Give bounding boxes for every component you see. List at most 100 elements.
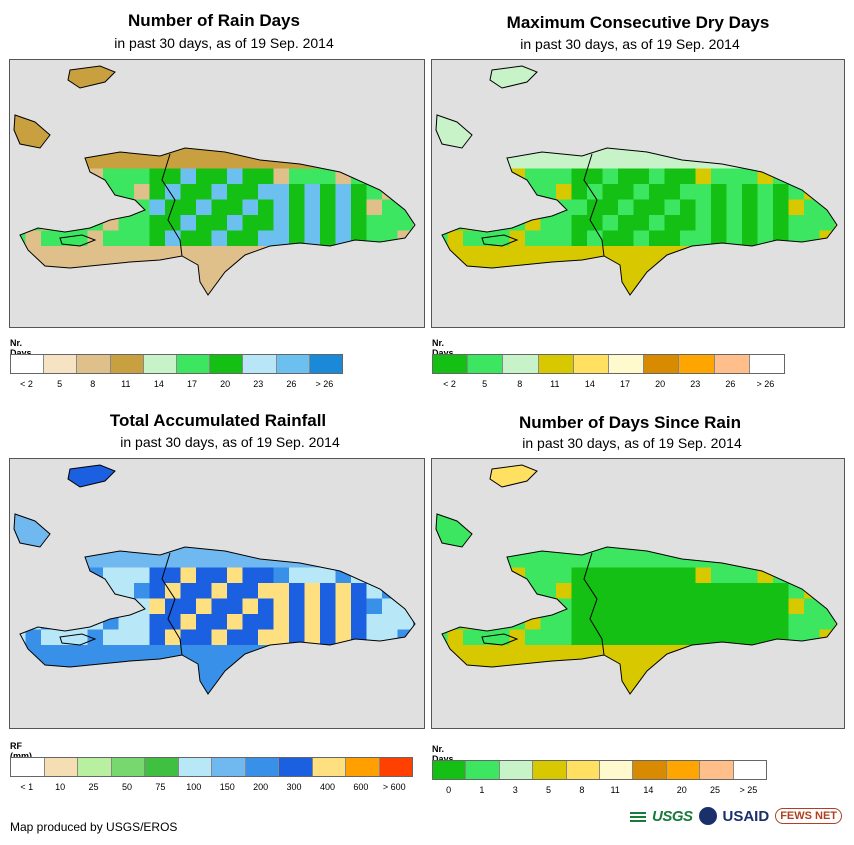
grid-cell: [25, 246, 42, 262]
grid-cell: [397, 490, 414, 506]
grid-cell: [413, 614, 415, 630]
grid-cell: [258, 308, 274, 324]
grid-cell: [304, 66, 321, 76]
grid-cell: [726, 660, 743, 677]
grid-cell: [25, 676, 42, 692]
grid-cell: [87, 583, 104, 599]
grid-cell: [711, 137, 727, 154]
grid-cell: [14, 465, 26, 475]
grid-cell: [56, 199, 73, 216]
grid-cell: [463, 308, 479, 324]
grid-cell: [273, 277, 290, 293]
grid-cell: [196, 91, 212, 107]
grid-cell: [509, 261, 526, 278]
grid-cell: [320, 660, 336, 677]
grid-cell: [478, 536, 495, 553]
grid-cell: [335, 521, 352, 537]
grid-cell: [727, 723, 743, 729]
legend-bar: [432, 354, 785, 374]
grid-cell: [242, 153, 259, 169]
grid-cell: [664, 567, 681, 584]
grid-cell: [664, 153, 681, 169]
grid-cell: [87, 75, 104, 92]
grid-cell: [149, 215, 166, 231]
grid-cell: [149, 567, 166, 584]
grid-cell: [87, 199, 104, 216]
grid-cell: [525, 199, 541, 216]
grid-cell: [351, 660, 367, 677]
grid-cell: [695, 505, 712, 522]
grid-cell: [320, 536, 336, 553]
grid-cell: [242, 91, 259, 107]
grid-cell: [602, 91, 619, 107]
grid-cell: [211, 598, 228, 615]
grid-cell: [196, 277, 212, 293]
grid-cell: [633, 246, 650, 262]
grid-cell: [540, 106, 557, 123]
grid-cell: [680, 106, 696, 123]
fews-net-logo: FEWS NET: [775, 808, 843, 824]
grid-cell: [258, 246, 274, 262]
grid-cell: [757, 536, 774, 553]
grid-cell: [382, 660, 398, 677]
legend-swatch: [212, 758, 246, 776]
grid-cell: [556, 723, 572, 729]
grid-cell: [289, 122, 305, 138]
grid-cell: [757, 246, 774, 262]
grid-cell: [478, 199, 495, 216]
grid-cell: [478, 660, 495, 677]
grid-cell: [695, 277, 712, 293]
grid-cell: [587, 199, 603, 216]
grid-cell: [463, 277, 479, 293]
grid-cell: [119, 723, 135, 729]
grid-cell: [603, 308, 619, 324]
grid-cell: [258, 645, 274, 661]
grid-cell: [165, 66, 181, 76]
grid-cell: [742, 645, 758, 661]
grid-cell: [494, 199, 510, 216]
grid-cell: [56, 261, 73, 278]
grid-cell: [664, 184, 681, 200]
grid-cell: [664, 261, 681, 278]
grid-cell: [788, 598, 805, 615]
legend-swatch: [644, 355, 680, 373]
grid-cell: [413, 723, 424, 729]
grid-cell: [448, 707, 464, 723]
grid-cell: [819, 614, 836, 630]
grid-cell: [525, 521, 541, 537]
grid-cell: [149, 505, 166, 522]
grid-cell: [212, 324, 228, 328]
grid-cell: [602, 137, 619, 154]
grid-cell: [397, 474, 414, 491]
grid-cell: [773, 660, 789, 677]
grid-cell: [196, 246, 212, 262]
grid-cell: [664, 505, 681, 522]
grid-cell: [773, 490, 789, 506]
grid-cell: [227, 106, 243, 123]
grid-cell: [571, 474, 588, 491]
grid-cell: [649, 474, 665, 491]
grid-cell: [711, 567, 727, 584]
grid-cell: [819, 552, 836, 568]
grid-cell: [525, 215, 541, 231]
grid-cell: [41, 246, 57, 262]
grid-cell: [556, 184, 572, 200]
grid-cell: [680, 324, 696, 328]
grid-cell: [726, 614, 743, 630]
grid-cell: [757, 645, 774, 661]
grid-cell: [726, 122, 743, 138]
grid-cell: [304, 474, 321, 491]
grid-cell: [742, 614, 758, 630]
grid-cell: [258, 91, 274, 107]
grid-cell: [103, 521, 119, 537]
grid-cell: [436, 215, 448, 231]
grid-cell: [289, 66, 305, 76]
grid-cell: [289, 521, 305, 537]
grid-cell: [25, 552, 42, 568]
grid-cell: [835, 691, 837, 694]
grid-cell: [258, 66, 274, 76]
grid-cell: [304, 536, 321, 553]
grid-cell: [664, 660, 681, 677]
grid-cell: [742, 474, 758, 491]
grid-cell: [366, 215, 383, 231]
